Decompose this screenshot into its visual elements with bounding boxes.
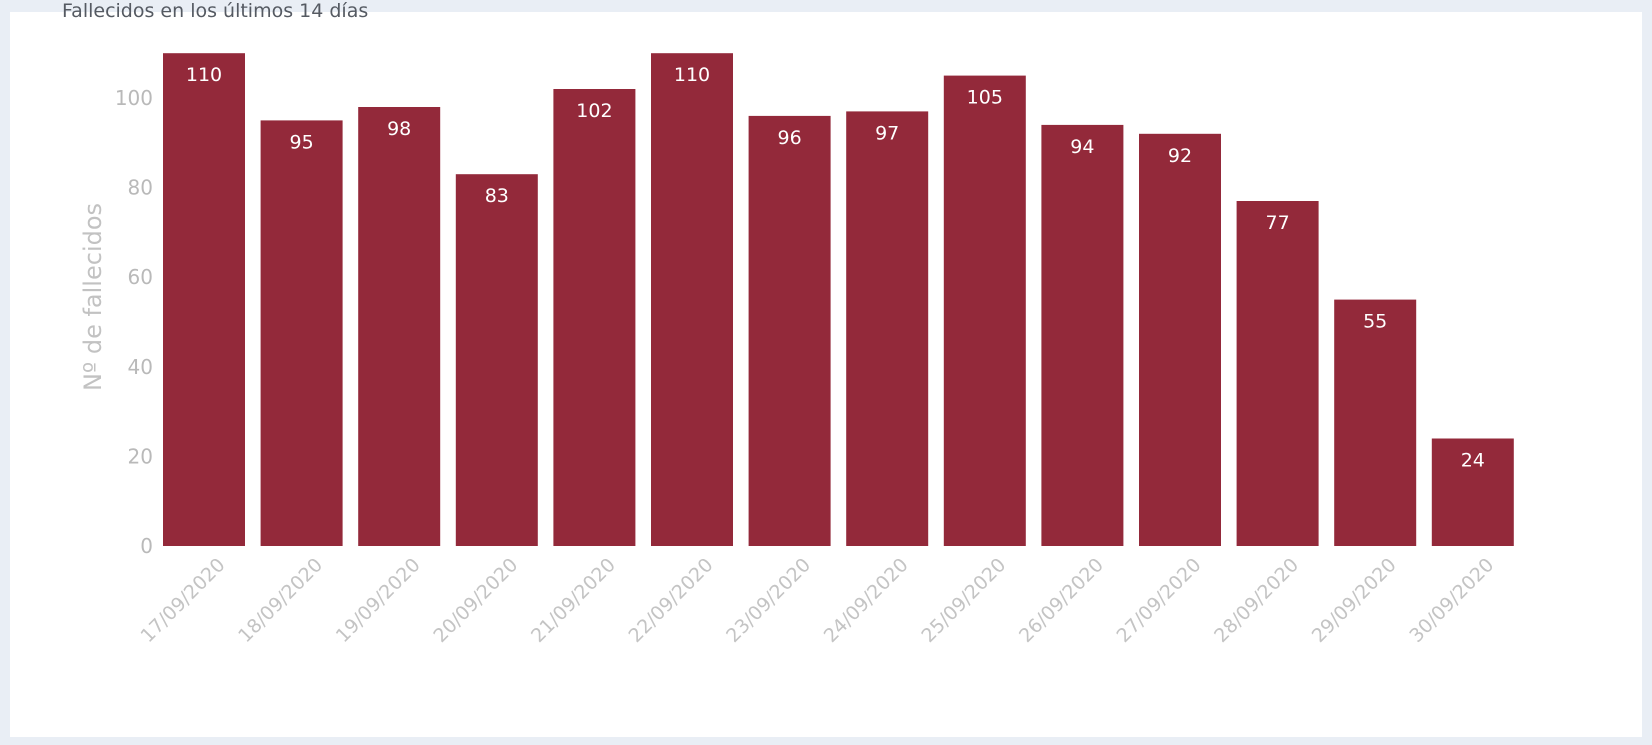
bar	[1139, 133, 1221, 547]
chart-caption: Fallecidos en los últimos 14 días	[62, 0, 369, 22]
bar	[163, 53, 245, 546]
x-tick-label: 27/09/2020	[1113, 554, 1206, 647]
x-axis: 17/09/2020 18/09/2020 19/09/2020 20/09/2020…	[137, 554, 1499, 647]
y-tick-label: 0	[140, 534, 153, 558]
y-axis: 0 20 40 60 80 100	[115, 86, 153, 558]
bar	[358, 107, 441, 546]
bar-value-label: 98	[387, 118, 411, 140]
x-tick-label: 18/09/2020	[234, 554, 327, 647]
bar	[260, 120, 343, 547]
bar	[553, 89, 636, 546]
bar-value-label: 110	[186, 64, 222, 86]
bar-value-label: 55	[1363, 311, 1387, 333]
bar-value-label: 95	[290, 131, 314, 153]
bar-value-label: 94	[1070, 136, 1094, 158]
x-tick-label: 26/09/2020	[1015, 554, 1108, 647]
x-tick-label: 22/09/2020	[625, 554, 718, 647]
bar-labels-group: 110 95 98 83 102 110 96 97 105 94 92 77 55 24	[186, 64, 1485, 471]
y-tick-label: 40	[128, 355, 153, 379]
x-tick-label: 25/09/2020	[917, 554, 1010, 647]
y-axis-label: Nº de fallecidos	[79, 203, 107, 391]
bar-value-label: 105	[967, 87, 1003, 109]
bar-value-label: 77	[1266, 212, 1290, 234]
bar	[1236, 201, 1319, 546]
x-tick-label: 29/09/2020	[1308, 554, 1401, 647]
bar	[943, 75, 1026, 546]
x-tick-label: 24/09/2020	[820, 554, 913, 647]
x-tick-label: 19/09/2020	[332, 554, 425, 647]
bar-value-label: 92	[1168, 145, 1192, 167]
bar	[846, 111, 929, 547]
y-tick-label: 100	[115, 86, 153, 110]
bar-value-label: 83	[485, 185, 509, 207]
y-tick-label: 60	[128, 265, 153, 289]
bar-value-label: 97	[875, 122, 899, 144]
bar	[1431, 438, 1514, 546]
bar	[651, 53, 733, 546]
bar-value-label: 96	[778, 127, 802, 149]
x-tick-label: 17/09/2020	[137, 554, 230, 647]
x-tick-label: 23/09/2020	[722, 554, 815, 647]
bar	[1334, 299, 1417, 546]
bar	[455, 174, 538, 546]
bars-group	[163, 53, 1514, 547]
bar	[1041, 124, 1124, 547]
y-tick-label: 80	[128, 176, 153, 200]
x-tick-label: 21/09/2020	[527, 554, 620, 647]
bar-value-label: 102	[576, 100, 612, 122]
bar-value-label: 24	[1461, 450, 1485, 472]
x-tick-label: 28/09/2020	[1210, 554, 1303, 647]
bar	[748, 115, 831, 547]
x-tick-label: 20/09/2020	[429, 554, 522, 647]
y-tick-label: 20	[128, 444, 153, 468]
bar-value-label: 110	[674, 64, 710, 86]
x-tick-label: 30/09/2020	[1405, 554, 1498, 647]
